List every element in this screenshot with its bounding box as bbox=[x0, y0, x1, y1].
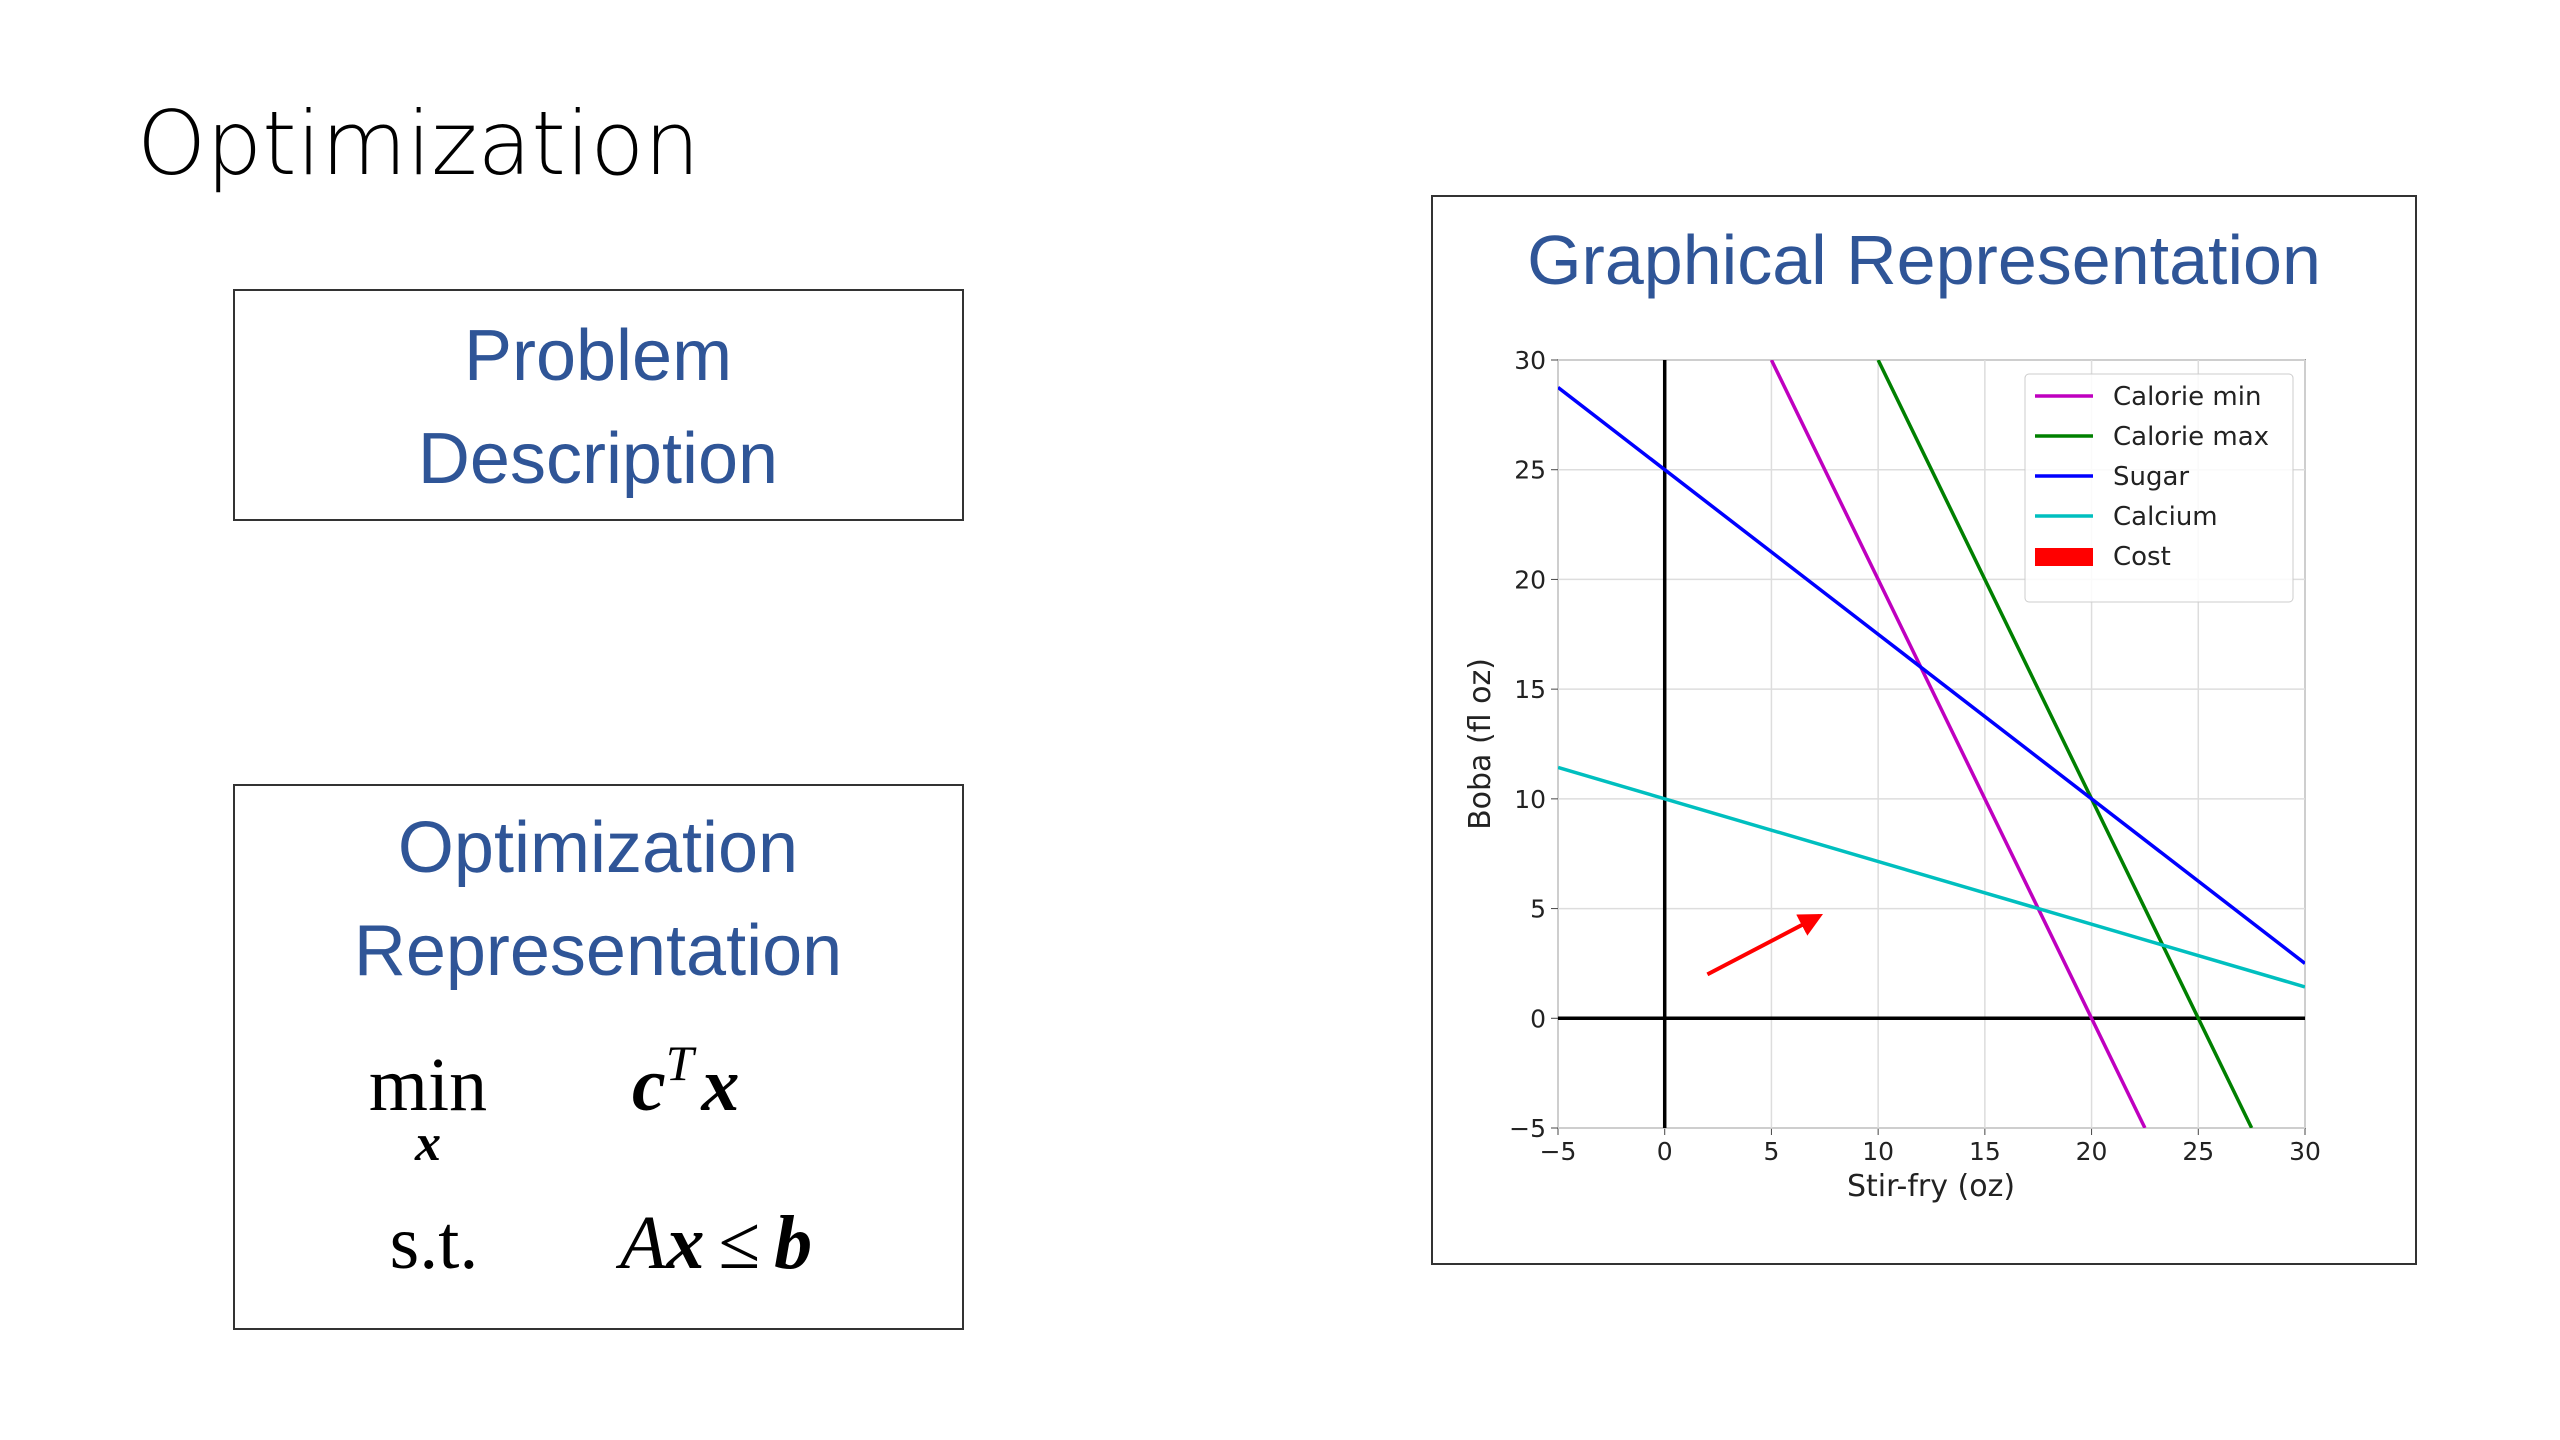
x-tick-label: 0 bbox=[1657, 1137, 1673, 1166]
math-b: b bbox=[774, 1201, 812, 1285]
math-min: min bbox=[369, 1043, 487, 1127]
slide-title: Optimization bbox=[137, 92, 700, 195]
legend-box bbox=[2024, 373, 2294, 603]
math-x: x bbox=[701, 1043, 740, 1127]
series-line bbox=[1769, 360, 2147, 1128]
x-tick-label: −5 bbox=[1540, 1137, 1577, 1166]
math-c: c bbox=[632, 1043, 666, 1127]
box-text: Problem bbox=[464, 316, 732, 396]
series-line bbox=[1558, 386, 2305, 965]
y-tick-label: 10 bbox=[1514, 785, 1546, 814]
math-objective: cT x bbox=[632, 1035, 740, 1127]
x-tick-label: 10 bbox=[1862, 1137, 1894, 1166]
math-constraint: Ax ≤ b bbox=[615, 1201, 812, 1285]
x-axis-label: Stir-fry (oz) bbox=[1847, 1169, 2015, 1204]
y-tick-label: 5 bbox=[1530, 895, 1546, 924]
legend-label: Cost bbox=[2113, 542, 2171, 572]
y-tick-label: −5 bbox=[1509, 1114, 1546, 1143]
legend-label: Sugar bbox=[2113, 462, 2189, 492]
x-tick-label: 30 bbox=[2289, 1137, 2321, 1166]
x-tick-label: 15 bbox=[1969, 1137, 2001, 1166]
math-x: x bbox=[665, 1201, 704, 1285]
math-st: s.t. bbox=[390, 1201, 479, 1285]
math-t: T bbox=[666, 1035, 697, 1091]
chart-box bbox=[1431, 195, 2417, 1265]
series-line bbox=[1876, 360, 2254, 1128]
cost-arrow bbox=[1706, 913, 1823, 977]
box-text: Description bbox=[418, 419, 778, 499]
y-axis-label: Boba (fl oz) bbox=[1463, 658, 1498, 830]
math-sub: x bbox=[414, 1115, 441, 1172]
y-tick-label: 20 bbox=[1514, 565, 1546, 594]
series-group bbox=[1558, 360, 2305, 1128]
chart-title: Graphical Representation bbox=[1527, 221, 2321, 299]
math-a: A bbox=[615, 1201, 667, 1285]
legend-label: Calorie max bbox=[2113, 422, 2269, 452]
legend-label: Calorie min bbox=[2113, 382, 2261, 412]
y-tick-label: 25 bbox=[1514, 456, 1546, 485]
x-tick-label: 5 bbox=[1763, 1137, 1779, 1166]
box-text: Optimization bbox=[398, 808, 798, 888]
x-tick-label: 20 bbox=[2076, 1137, 2108, 1166]
y-tick-label: 0 bbox=[1530, 1004, 1546, 1033]
plot: −5 0 5 10 15 20 25 30 −5 0 5 10 15 20 25 30 Calorie min C… bbox=[1509, 346, 2321, 1166]
series-line bbox=[1558, 765, 2305, 989]
problem-box bbox=[233, 289, 964, 521]
box-text: Representation bbox=[354, 911, 842, 991]
y-tick-label: 30 bbox=[1514, 346, 1546, 375]
math-leq: ≤ bbox=[718, 1201, 760, 1285]
legend-label: Calcium bbox=[2113, 502, 2218, 532]
x-tick-label: 25 bbox=[2182, 1137, 2214, 1166]
y-tick-label: 15 bbox=[1514, 675, 1546, 704]
optimization-box bbox=[233, 784, 964, 1330]
legend-swatch bbox=[2035, 548, 2093, 566]
